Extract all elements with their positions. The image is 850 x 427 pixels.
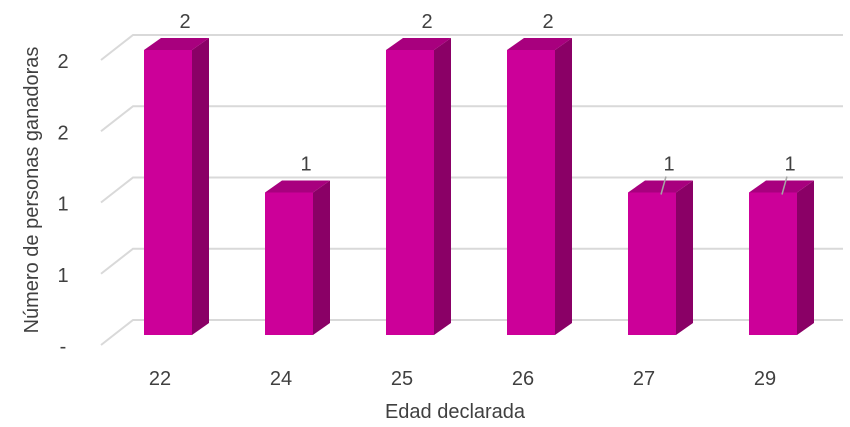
bar-side-26: [555, 38, 572, 335]
bar-25: [386, 38, 451, 335]
y-axis-tick-labels: - 1 1 2 2: [57, 51, 68, 358]
gridline-4: [100, 34, 843, 61]
bar-side-25: [434, 38, 451, 335]
x-tick-label-26: 26: [512, 368, 534, 390]
data-label-29: 1: [784, 154, 795, 176]
bar-27: [628, 180, 693, 335]
x-tick-label-25: 25: [391, 368, 413, 390]
leader-line-27: [660, 176, 667, 195]
bar-22: [144, 38, 209, 335]
y-tick-label-0: -: [60, 336, 67, 358]
bar-29: [749, 180, 814, 335]
x-tick-label-22: 22: [149, 368, 171, 390]
bar-front-29: [749, 192, 797, 335]
bar-front-27: [628, 192, 676, 335]
gridline-2: [100, 176, 843, 204]
bar-top-24: [265, 180, 330, 193]
data-label-22: 2: [179, 11, 190, 33]
bars: [144, 38, 814, 335]
leader-line-29: [781, 176, 788, 195]
bar-front-26: [507, 50, 555, 335]
y-tick-label-3: 2: [57, 122, 68, 144]
data-label-25: 2: [421, 11, 432, 33]
bar-top-25: [386, 38, 451, 50]
bar-side-27: [676, 180, 693, 335]
bar-side-29: [797, 180, 814, 335]
bar-26: [507, 38, 572, 335]
y-axis-title: Número de personas ganadoras: [21, 47, 43, 334]
x-axis-title: Edad declarada: [385, 401, 526, 423]
bar-side-22: [192, 38, 209, 335]
bar-front-22: [144, 50, 192, 335]
bar-top-29: [749, 180, 814, 193]
x-tick-label-27: 27: [633, 368, 655, 390]
data-label-26: 2: [542, 11, 553, 33]
bar-top-27: [628, 180, 693, 193]
bar-front-25: [386, 50, 434, 335]
bar-top-26: [507, 38, 572, 50]
bar-24: [265, 180, 330, 335]
x-tick-label-24: 24: [270, 368, 292, 390]
bar-front-24: [265, 192, 313, 335]
gridline-0: [100, 319, 843, 346]
y-tick-label-2: 1: [57, 194, 68, 216]
y-tick-label-4: 2: [57, 51, 68, 73]
bar-side-24: [313, 180, 330, 335]
y-tick-label-1: 1: [57, 265, 68, 287]
data-label-24: 1: [300, 154, 311, 176]
bar-top-22: [144, 38, 209, 50]
x-tick-label-29: 29: [754, 368, 776, 390]
x-axis-tick-labels: 22 24 25 26 27 29: [149, 368, 776, 390]
gridline-3: [100, 105, 843, 133]
gridline-1: [100, 247, 843, 275]
data-labels: 2 1 2 2 1 1: [179, 11, 796, 195]
gridlines: [100, 34, 843, 346]
data-label-27: 1: [663, 154, 674, 176]
